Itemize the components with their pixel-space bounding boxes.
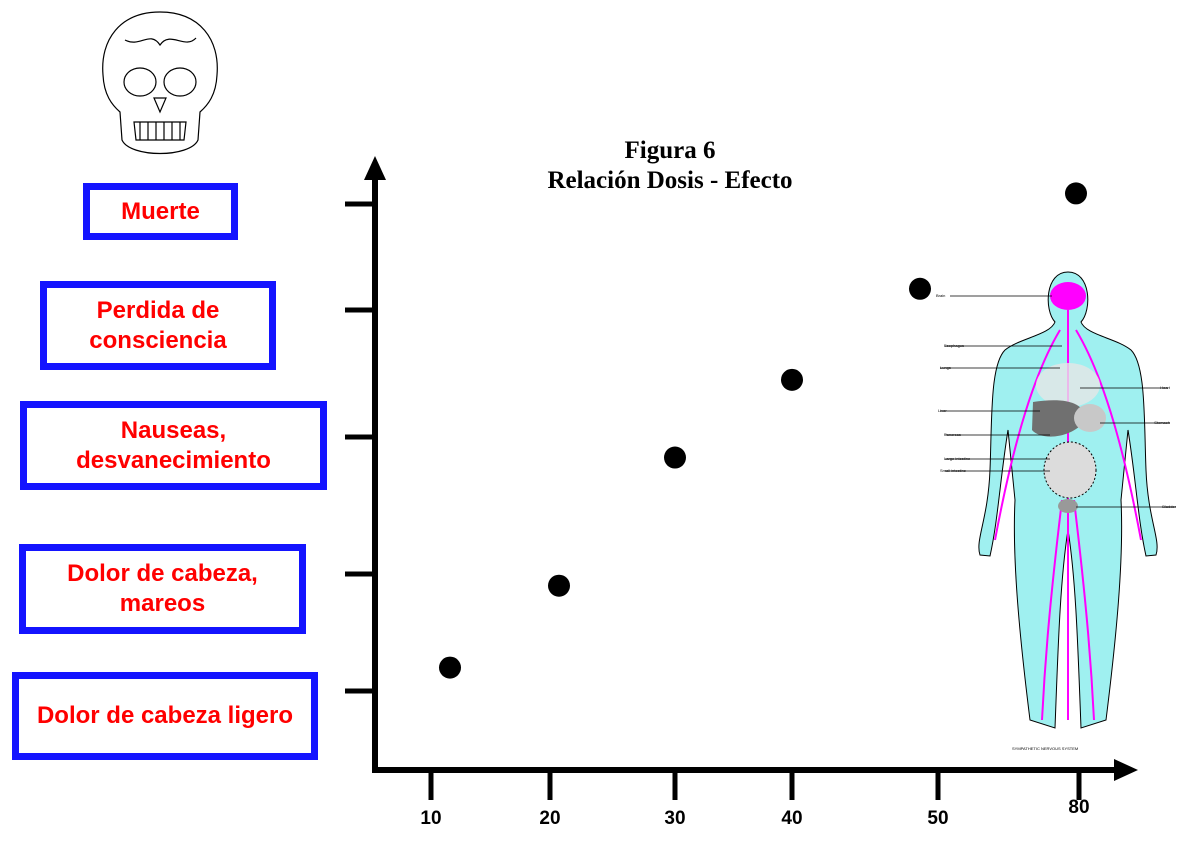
- x-tick-label: 40: [781, 808, 802, 829]
- point: [664, 447, 686, 469]
- y-tick-label: Muerte: [83, 183, 238, 240]
- annotation: Esophagus: [944, 343, 964, 348]
- annotation: Heart: [1160, 385, 1171, 390]
- annotation: Large intestine: [944, 456, 971, 461]
- skull-illustration: [103, 12, 218, 154]
- body-illustration: [940, 272, 1176, 728]
- x-tick-label: 80: [1068, 797, 1089, 818]
- x-tick-label: 20: [539, 808, 560, 829]
- point: [548, 575, 570, 597]
- y-tick-label: Nauseas, desvanecimiento: [20, 401, 327, 490]
- annotation: Pancreas: [944, 432, 961, 437]
- annotation: Bladder: [1162, 504, 1176, 509]
- page: {"chart_data": {"type": "scatter", "titl…: [0, 0, 1186, 852]
- y-tick-label: Perdida de consciencia: [40, 281, 276, 370]
- annotation: Liver: [938, 408, 947, 413]
- annotation: Stomach: [1154, 420, 1170, 425]
- annotation: Lungs: [940, 365, 951, 370]
- annotation: Brain: [936, 293, 945, 298]
- annotation: SYMPATHETIC NERVOUS SYSTEM: [1012, 746, 1078, 751]
- x-tick-label: 10: [420, 808, 441, 829]
- x-tick-label: 30: [664, 808, 685, 829]
- point: [439, 657, 461, 679]
- y-tick-label: Dolor de cabeza ligero: [12, 672, 318, 760]
- x-tick-label: 50: [927, 808, 948, 829]
- point: [1065, 182, 1087, 204]
- y-tick-label: Dolor de cabeza, mareos: [19, 544, 306, 634]
- annotation: Small intestine: [940, 468, 967, 473]
- point: [909, 278, 931, 300]
- point: [781, 369, 803, 391]
